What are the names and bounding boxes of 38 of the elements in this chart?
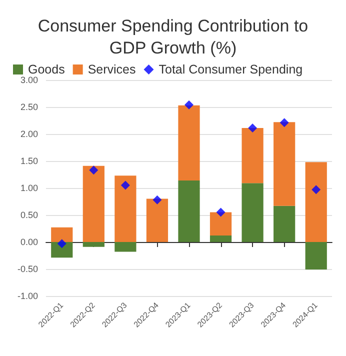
point <box>312 185 321 194</box>
bar <box>51 227 73 242</box>
point <box>280 118 289 128</box>
bar <box>305 242 327 270</box>
point <box>184 100 194 110</box>
bar <box>178 180 200 242</box>
y-tick-label: 0.50 <box>20 210 38 220</box>
y-tick-label: 3.00 <box>20 75 38 85</box>
y-tick-label: -0.50 <box>17 264 38 274</box>
y-tick-label: 0.00 <box>20 237 38 247</box>
y-tick-label: 1.00 <box>20 183 38 193</box>
bar <box>274 122 296 206</box>
y-tick-label: 2.00 <box>20 129 38 139</box>
bar <box>114 176 136 242</box>
bar <box>242 128 264 184</box>
legend-label: Total Consumer Spending <box>158 62 303 76</box>
bar <box>82 242 104 247</box>
bar <box>274 206 296 242</box>
y-tick-label: 1.50 <box>20 156 38 166</box>
y-tick-label: -1.00 <box>17 291 38 301</box>
point <box>120 180 130 190</box>
bar <box>242 183 264 242</box>
point <box>152 195 162 204</box>
bar <box>210 236 232 242</box>
bar <box>146 198 168 242</box>
point <box>216 208 226 217</box>
bar <box>82 166 104 242</box>
chart-title: Consumer Spending Contribution to GDP Growth (%) <box>38 16 308 58</box>
bar <box>305 162 327 242</box>
bar <box>178 105 200 180</box>
point <box>89 166 98 175</box>
y-tick-label: 2.50 <box>20 102 38 112</box>
point <box>248 124 258 133</box>
legend-label: Goods <box>28 62 65 76</box>
bar <box>210 212 232 236</box>
point <box>57 239 66 248</box>
legend-label: Services <box>88 62 136 76</box>
bar <box>114 242 136 252</box>
